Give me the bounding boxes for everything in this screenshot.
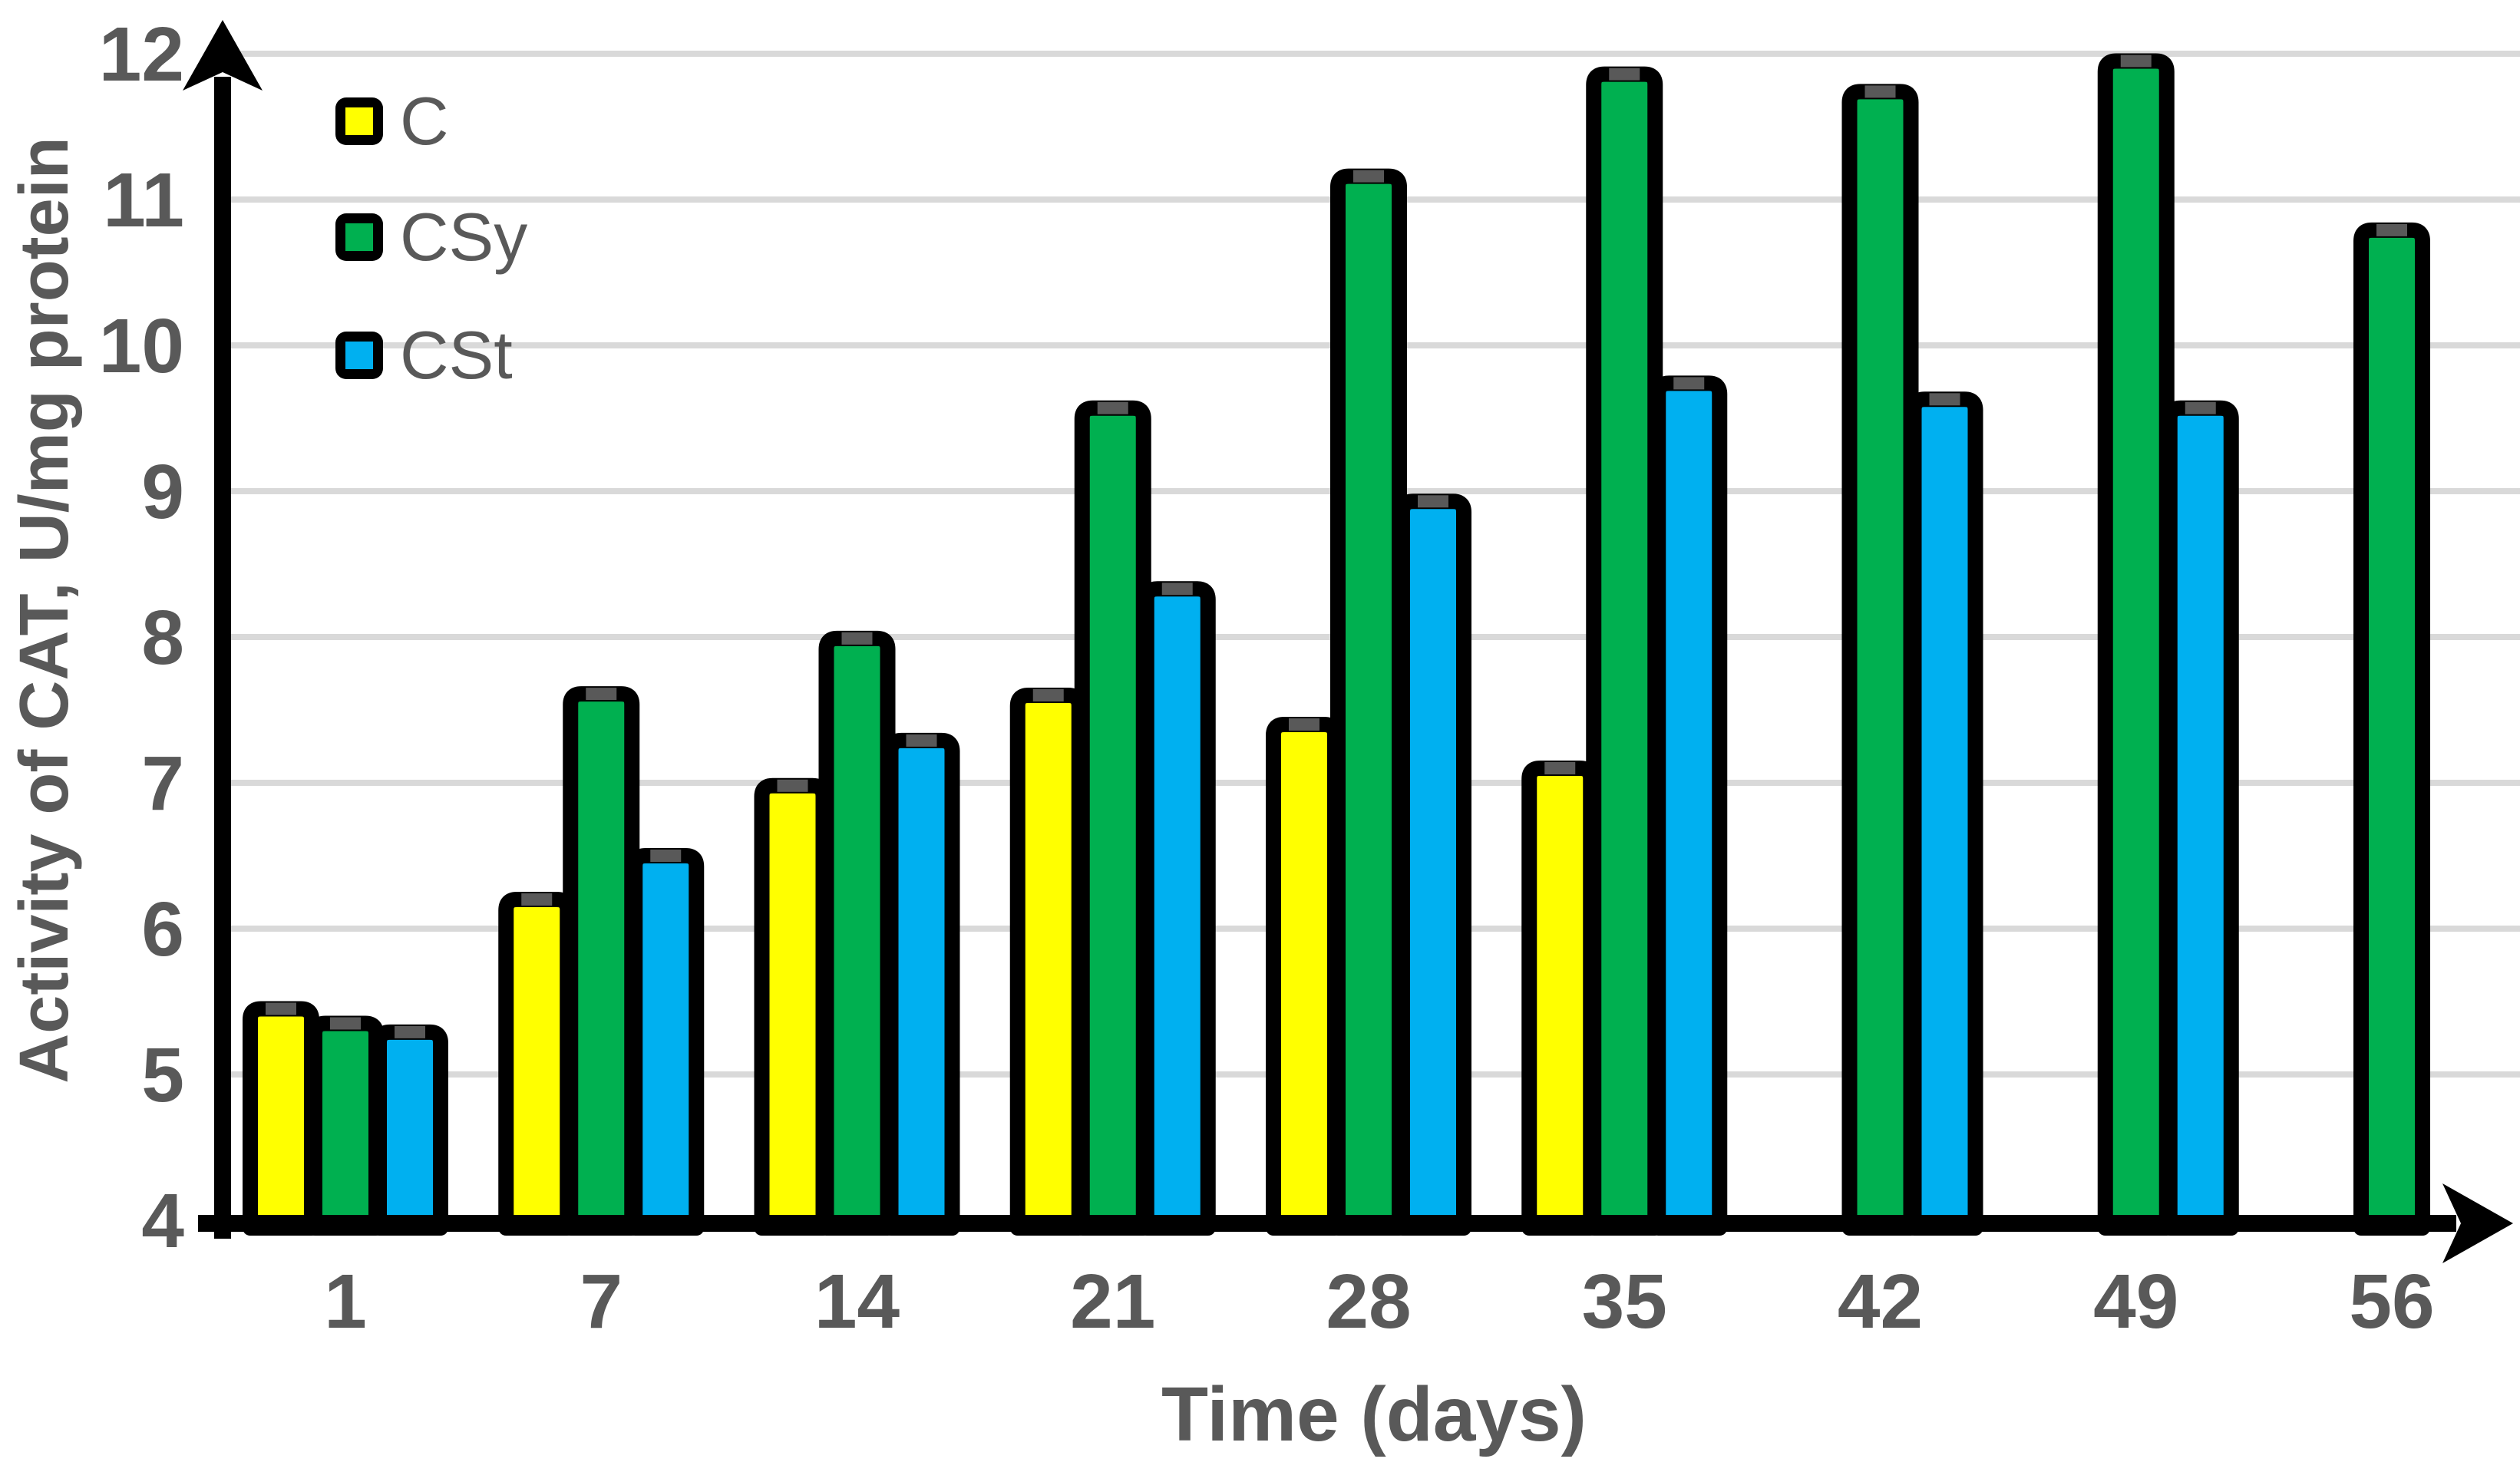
y-tick-label-11: 11 — [103, 157, 184, 243]
bar-CSy-day-7 — [563, 686, 640, 1236]
legend-item-CSt: CSt — [335, 322, 513, 389]
legend-swatch-icon-CSt — [335, 332, 383, 379]
bar-C-day-28 — [1266, 717, 1343, 1236]
error-bar-cap-CSy-day-28 — [1353, 170, 1384, 183]
legend-item-C: C — [335, 87, 449, 155]
legend-swatch-fill-CSy — [345, 223, 373, 251]
bar-C-day-21 — [1009, 688, 1087, 1236]
x-axis-title: Time (days) — [1161, 1371, 1587, 1457]
y-axis-arrowhead — [183, 20, 263, 91]
x-tick-label-7: 7 — [580, 1259, 623, 1345]
bar-CSy-day-28 — [1330, 168, 1407, 1236]
y-tick-label-8: 8 — [141, 595, 184, 681]
error-bar-cap-C-day-35 — [1544, 762, 1576, 774]
y-tick-label-6: 6 — [141, 886, 184, 972]
bar-CSt-day-7 — [627, 848, 705, 1236]
bar-CSt-day-49 — [2162, 400, 2239, 1236]
x-tick-label-35: 35 — [1582, 1259, 1667, 1345]
error-bar-cap-CSy-day-7 — [586, 688, 617, 701]
error-bar-cap-CSt-day-49 — [2185, 401, 2216, 414]
bar-CSy-day-42 — [1841, 84, 1919, 1236]
bar-C-day-14 — [754, 777, 831, 1236]
bar-C-day-7 — [498, 892, 576, 1236]
error-bar-cap-CSt-day-7 — [650, 850, 682, 862]
y-tick-label-5: 5 — [141, 1032, 184, 1118]
y-tick-label-10: 10 — [99, 303, 184, 389]
y-axis-title: Activity of CAT, U/mg protein — [6, 137, 83, 1084]
legend-item-CSy: CSy — [335, 203, 527, 271]
bar-CSy-day-49 — [2097, 53, 2175, 1236]
error-bar-cap-CSy-day-1 — [330, 1017, 361, 1030]
error-bar-cap-CSt-day-1 — [395, 1025, 425, 1038]
error-bar-cap-CSt-day-21 — [1161, 583, 1193, 596]
bar-CSt-day-35 — [1650, 375, 1728, 1236]
bar-C-day-35 — [1521, 761, 1599, 1236]
x-tick-label-42: 42 — [1838, 1259, 1923, 1345]
error-bar-cap-CSy-day-49 — [2120, 54, 2152, 68]
y-tick-label-9: 9 — [141, 449, 184, 535]
error-bar-cap-CSt-day-42 — [1929, 393, 1960, 406]
legend-label-CSy: CSy — [400, 199, 528, 275]
error-bar-cap-CSy-day-42 — [1864, 85, 1896, 98]
legend-swatch-fill-CSt — [345, 342, 373, 369]
error-bar-cap-C-day-7 — [521, 893, 553, 906]
bar-CSt-day-1 — [372, 1024, 448, 1236]
x-axis-arrowhead — [2442, 1183, 2513, 1263]
bar-CSy-day-56 — [2353, 222, 2430, 1236]
error-bar-cap-CSt-day-28 — [1418, 495, 1448, 508]
x-tick-label-56: 56 — [2349, 1259, 2434, 1345]
error-bar-cap-C-day-21 — [1032, 689, 1064, 701]
x-tick-label-49: 49 — [2093, 1259, 2178, 1345]
bar-CSy-day-14 — [818, 630, 896, 1236]
error-bar-cap-CSy-day-21 — [1097, 401, 1128, 414]
y-tick-label-7: 7 — [141, 741, 184, 827]
y-tick-label-12: 12 — [99, 12, 184, 97]
legend-swatch-fill-C — [345, 107, 373, 135]
error-bar-cap-C-day-14 — [777, 779, 808, 792]
x-tick-label-28: 28 — [1326, 1259, 1411, 1345]
legend-label-CSt: CSt — [400, 317, 513, 393]
x-tick-label-21: 21 — [1070, 1259, 1155, 1345]
error-bar-cap-C-day-28 — [1289, 718, 1319, 731]
error-bar-cap-CSt-day-14 — [906, 734, 937, 747]
error-bar-cap-CSy-day-35 — [1609, 68, 1640, 81]
legend-swatch-icon-C — [335, 97, 383, 145]
bar-C-day-1 — [243, 1001, 319, 1236]
bar-CSt-day-28 — [1395, 493, 1471, 1236]
bar-CSt-day-14 — [883, 732, 960, 1236]
x-tick-label-1: 1 — [324, 1259, 367, 1345]
bar-CSy-day-1 — [307, 1015, 384, 1236]
x-tick-label-14: 14 — [814, 1259, 900, 1345]
bar-CSy-day-35 — [1586, 66, 1663, 1236]
bar-CSy-day-21 — [1074, 400, 1151, 1236]
error-bar-cap-CSy-day-56 — [2376, 223, 2407, 236]
error-bar-cap-CSy-day-14 — [841, 632, 873, 645]
legend-label-C: C — [400, 83, 449, 159]
legend-swatch-icon-CSy — [335, 213, 383, 261]
error-bar-cap-C-day-1 — [266, 1002, 296, 1015]
bar-CSt-day-21 — [1138, 581, 1216, 1236]
y-tick-label-4: 4 — [141, 1178, 184, 1264]
bar-CSt-day-42 — [1906, 391, 1983, 1236]
error-bar-cap-CSt-day-35 — [1673, 377, 1705, 390]
